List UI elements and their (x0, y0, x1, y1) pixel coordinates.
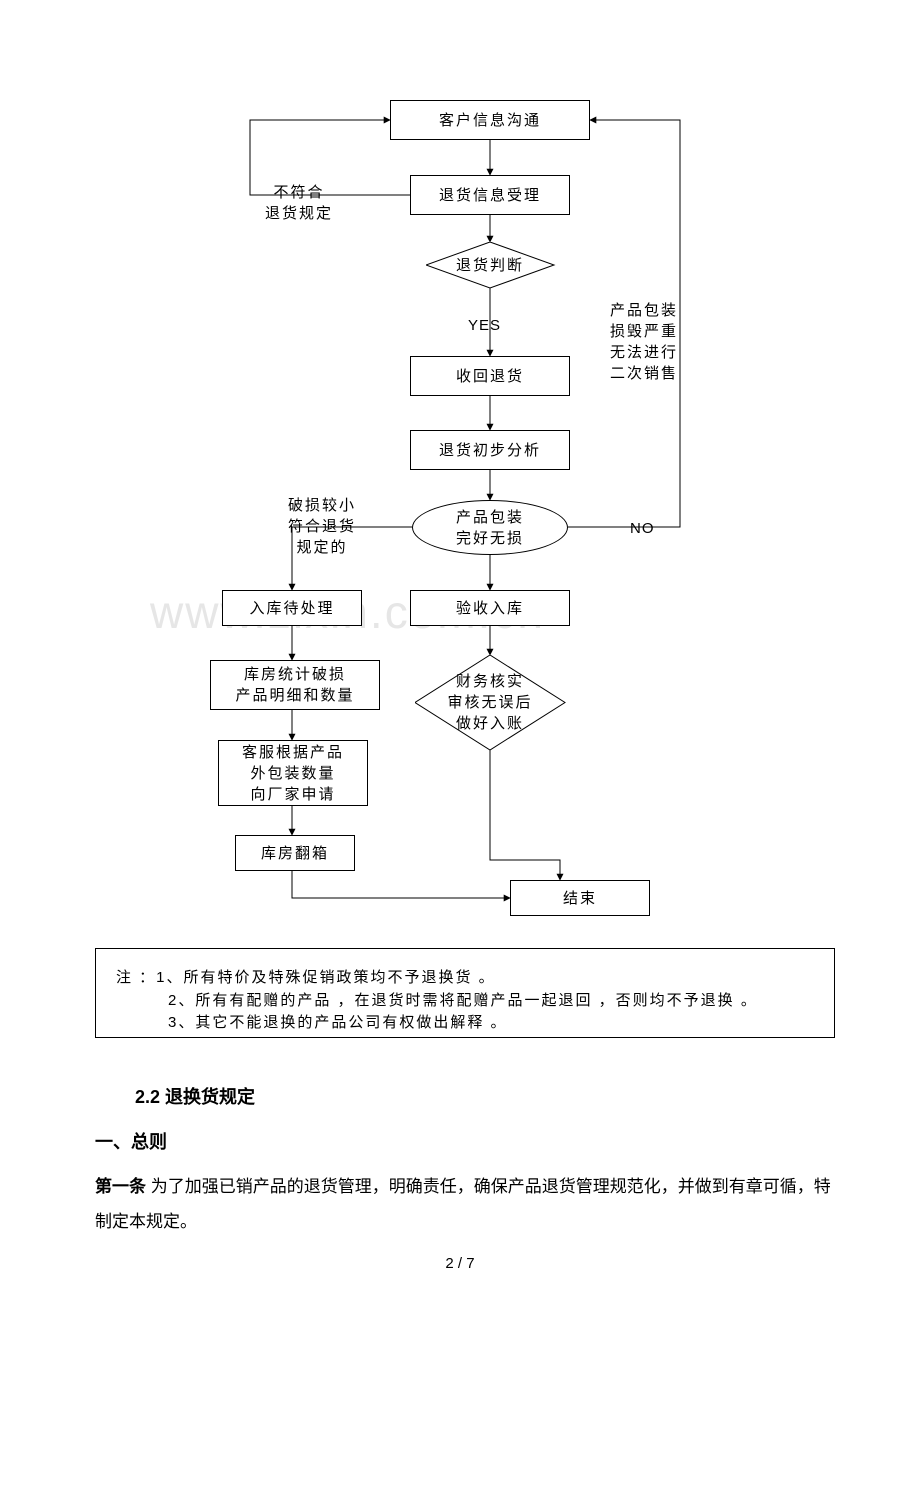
node-pending-storage: 入库待处理 (222, 590, 362, 626)
node-end: 结束 (510, 880, 650, 916)
node-collect-return: 收回退货 (410, 356, 570, 396)
node-repack: 库房翻箱 (235, 835, 355, 871)
label-no: NO (630, 518, 655, 539)
node-initial-analysis: 退货初步分析 (410, 430, 570, 470)
node-packaging-intact: 产品包装 完好无损 (412, 500, 568, 555)
node-customer-info: 客户信息沟通 (390, 100, 590, 140)
sub-heading: 一、总则 (95, 1128, 167, 1154)
label-yes: YES (468, 315, 501, 336)
node-return-info-accept: 退货信息受理 (410, 175, 570, 215)
return-process-flowchart: www.zixin.com.cn (90, 100, 830, 930)
label-severe-damage: 产品包装 损毁严重 无法进行 二次销售 (610, 300, 678, 384)
node-return-decision: 退货判断 (426, 242, 554, 288)
label-not-conforming: 不符合 退货规定 (265, 182, 333, 224)
node-finance-verify: 财务核实 审核无误后 做好入账 (415, 655, 565, 750)
section-heading: 2.2 退换货规定 (135, 1083, 255, 1109)
label-minor-damage: 破损较小 符合退货 规定的 (288, 495, 356, 558)
node-accept-storage: 验收入库 (410, 590, 570, 626)
node-cs-apply: 客服根据产品 外包装数量 向厂家申请 (218, 740, 368, 806)
node-warehouse-stats: 库房统计破损 产品明细和数量 (210, 660, 380, 710)
